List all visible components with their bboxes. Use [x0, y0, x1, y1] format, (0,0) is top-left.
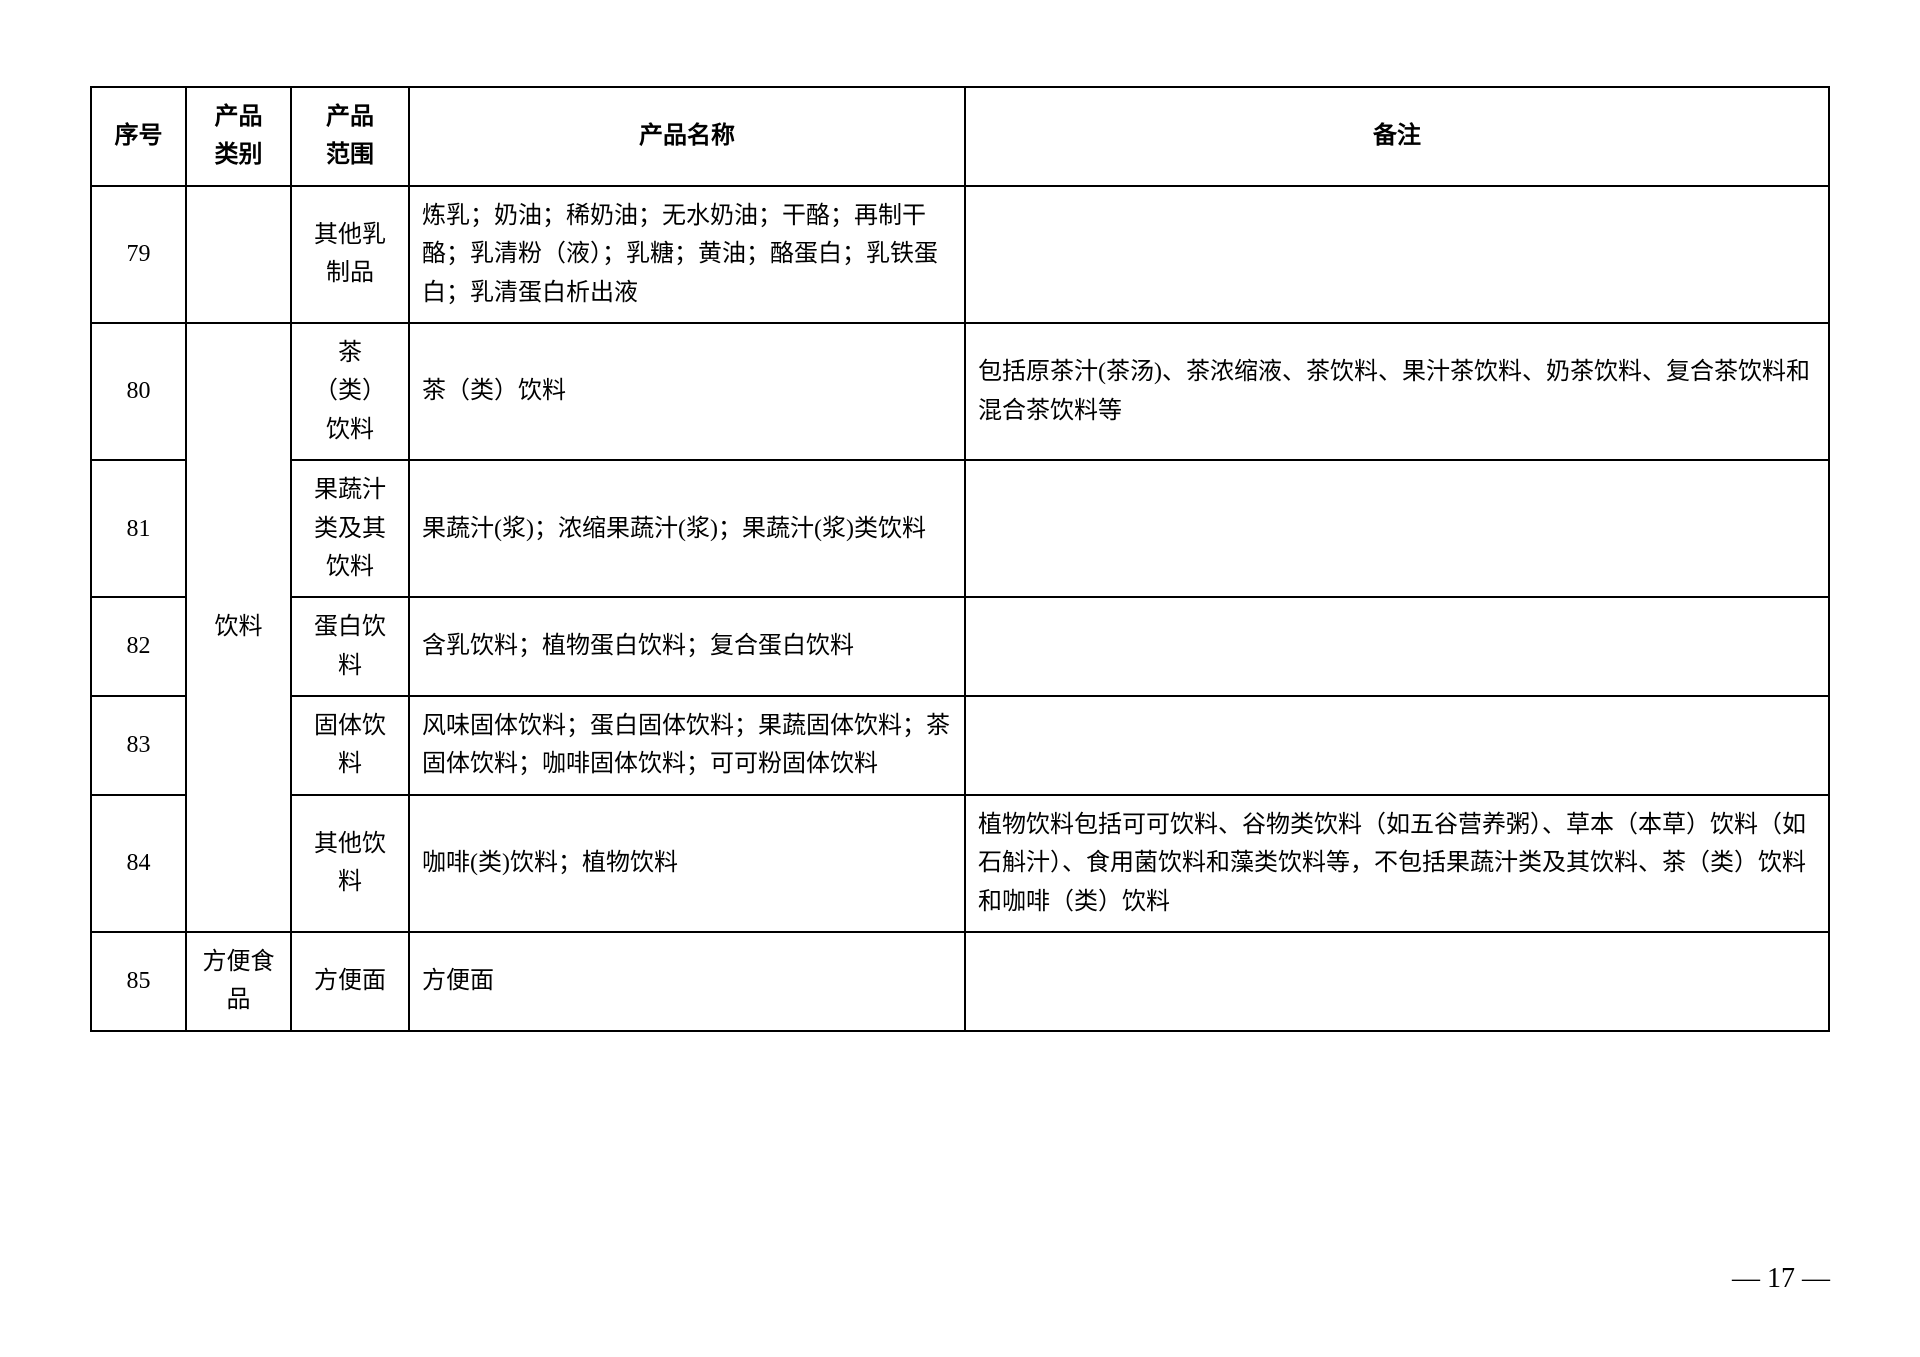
cell-name: 方便面 — [409, 932, 965, 1031]
cell-category: 方便食品 — [186, 932, 291, 1031]
cell-remark — [965, 186, 1829, 323]
cell-seq: 85 — [91, 932, 186, 1031]
page-number: — 17 — — [1732, 1263, 1830, 1295]
header-scope: 产品范围 — [291, 87, 409, 186]
cell-name: 炼乳；奶油；稀奶油；无水奶油；干酪；再制干酪；乳清粉（液）；乳糖；黄油；酪蛋白；… — [409, 186, 965, 323]
cell-remark — [965, 696, 1829, 795]
header-remark: 备注 — [965, 87, 1829, 186]
cell-name: 果蔬汁(浆)；浓缩果蔬汁(浆)；果蔬汁(浆)类饮料 — [409, 460, 965, 597]
cell-name: 风味固体饮料；蛋白固体饮料；果蔬固体饮料；茶固体饮料；咖啡固体饮料；可可粉固体饮… — [409, 696, 965, 795]
cell-remark — [965, 460, 1829, 597]
cell-scope: 蛋白饮料 — [291, 597, 409, 696]
table-row: 83 固体饮料 风味固体饮料；蛋白固体饮料；果蔬固体饮料；茶固体饮料；咖啡固体饮… — [91, 696, 1829, 795]
cell-name: 茶（类）饮料 — [409, 323, 965, 460]
table-row: 82 蛋白饮料 含乳饮料；植物蛋白饮料；复合蛋白饮料 — [91, 597, 1829, 696]
table-row: 79 其他乳制品 炼乳；奶油；稀奶油；无水奶油；干酪；再制干酪；乳清粉（液）；乳… — [91, 186, 1829, 323]
cell-seq: 80 — [91, 323, 186, 460]
cell-remark — [965, 932, 1829, 1031]
table-row: 85 方便食品 方便面 方便面 — [91, 932, 1829, 1031]
table-row: 80 饮料 茶（类）饮料 茶（类）饮料 包括原茶汁(茶汤)、茶浓缩液、茶饮料、果… — [91, 323, 1829, 460]
page-container: 序号 产品类别 产品范围 产品名称 备注 79 其他乳制品 炼乳；奶油；稀奶油；… — [0, 0, 1920, 1032]
header-seq: 序号 — [91, 87, 186, 186]
cell-category — [186, 186, 291, 323]
cell-scope: 固体饮料 — [291, 696, 409, 795]
cell-name: 咖啡(类)饮料；植物饮料 — [409, 795, 965, 932]
table-header-row: 序号 产品类别 产品范围 产品名称 备注 — [91, 87, 1829, 186]
cell-scope: 果蔬汁类及其饮料 — [291, 460, 409, 597]
product-table: 序号 产品类别 产品范围 产品名称 备注 79 其他乳制品 炼乳；奶油；稀奶油；… — [90, 86, 1830, 1032]
cell-seq: 84 — [91, 795, 186, 932]
cell-remark — [965, 597, 1829, 696]
cell-seq: 83 — [91, 696, 186, 795]
cell-category: 饮料 — [186, 323, 291, 932]
cell-scope: 其他饮料 — [291, 795, 409, 932]
cell-remark: 包括原茶汁(茶汤)、茶浓缩液、茶饮料、果汁茶饮料、奶茶饮料、复合茶饮料和混合茶饮… — [965, 323, 1829, 460]
table-row: 81 果蔬汁类及其饮料 果蔬汁(浆)；浓缩果蔬汁(浆)；果蔬汁(浆)类饮料 — [91, 460, 1829, 597]
header-category: 产品类别 — [186, 87, 291, 186]
cell-scope: 其他乳制品 — [291, 186, 409, 323]
cell-scope: 茶（类）饮料 — [291, 323, 409, 460]
cell-name: 含乳饮料；植物蛋白饮料；复合蛋白饮料 — [409, 597, 965, 696]
cell-scope: 方便面 — [291, 932, 409, 1031]
cell-seq: 81 — [91, 460, 186, 597]
header-name: 产品名称 — [409, 87, 965, 186]
cell-seq: 82 — [91, 597, 186, 696]
table-body: 79 其他乳制品 炼乳；奶油；稀奶油；无水奶油；干酪；再制干酪；乳清粉（液）；乳… — [91, 186, 1829, 1031]
table-row: 84 其他饮料 咖啡(类)饮料；植物饮料 植物饮料包括可可饮料、谷物类饮料（如五… — [91, 795, 1829, 932]
cell-remark: 植物饮料包括可可饮料、谷物类饮料（如五谷营养粥）、草本（本草）饮料（如石斛汁）、… — [965, 795, 1829, 932]
cell-seq: 79 — [91, 186, 186, 323]
